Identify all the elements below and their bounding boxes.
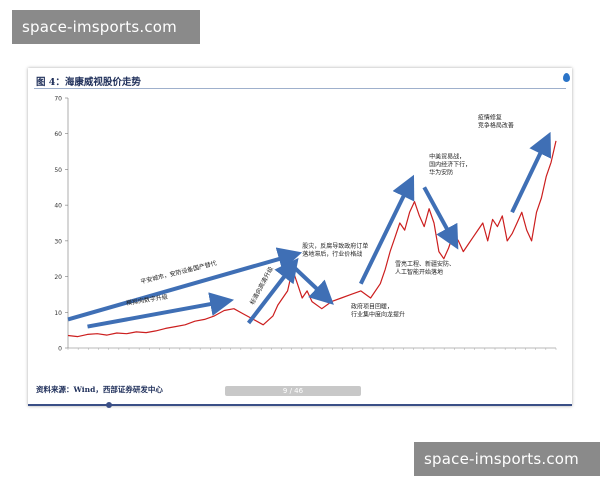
scroll-dot — [106, 402, 112, 408]
y-tick-label: 50 — [54, 167, 62, 174]
x-axis — [67, 347, 557, 350]
annotation-line: 雪亮工程、新疆安防、 — [395, 260, 455, 268]
annotation-label: 疫情修复竞争格局改善 — [478, 113, 514, 129]
y-tick-label: 70 — [54, 96, 62, 103]
trend-arrow — [87, 292, 234, 329]
annotation-line: 国内经济下行， — [429, 161, 471, 169]
annotation-label: 政府项目回暖，行业集中度向龙提升 — [351, 303, 405, 319]
annotation-line: 竞争格局改善 — [478, 121, 514, 129]
bottom-divider — [28, 404, 572, 406]
y-tick-label: 20 — [54, 274, 62, 281]
trend-arrow — [246, 257, 299, 325]
annotation-line: 行业集中度向龙提升 — [351, 311, 405, 319]
figure-frame: 图 4：海康威视股价走势 0 10 20 30 40 50 60 70 平安城市，安防设备国产… — [28, 68, 572, 408]
y-tick-label: 0 — [58, 346, 62, 353]
trend-arrow — [510, 131, 552, 214]
price-series-line — [67, 140, 557, 338]
trend-arrows — [67, 131, 552, 329]
watermark-bottom: space-imsports.com — [414, 442, 600, 476]
trend-arrow — [291, 264, 334, 305]
annotation-line: 落地滞后，行业价格战 — [302, 250, 362, 258]
y-tick-label: 60 — [54, 131, 62, 138]
trend-arrow — [422, 186, 459, 250]
price-line-layer — [67, 140, 557, 338]
source-note: 资料来源：Wind，西部证券研发中心 — [36, 385, 163, 394]
y-tick-label: 30 — [54, 238, 62, 245]
droplet-icon — [563, 73, 570, 82]
annotation-line: 股灾，反腐导致政府订单 — [302, 242, 368, 250]
annotation-label: 标清向高清升级 — [248, 265, 275, 306]
trend-arrow — [359, 174, 415, 285]
annotation-line: 政府项目回暖， — [351, 303, 393, 311]
annotation-line: 标清向高清升级 — [248, 265, 275, 306]
figure-title: 图 4：海康威视股价走势 — [36, 77, 141, 88]
trend-arrow — [67, 247, 303, 322]
y-tick-label: 40 — [54, 203, 62, 210]
annotation-label: 股灾，反腐导致政府订单落地滞后，行业价格战 — [302, 242, 368, 258]
title-divider — [34, 88, 566, 89]
annotation-line: 人工智能开始落地 — [395, 268, 443, 276]
annotation-label: 雪亮工程、新疆安防、人工智能开始落地 — [395, 260, 455, 276]
y-axis: 0 10 20 30 40 50 60 70 — [54, 96, 69, 353]
watermark-top: space-imsports.com — [12, 10, 200, 44]
annotation-line: 中美贸易战， — [429, 153, 465, 161]
annotation-line: 疫情修复 — [478, 113, 502, 121]
annotation-label: 中美贸易战，国内经济下行，华为安防 — [429, 153, 471, 177]
page-indicator[interactable]: 9 / 46 — [225, 386, 361, 396]
annotation-line: 华为安防 — [429, 169, 453, 177]
y-tick-label: 10 — [54, 310, 62, 317]
